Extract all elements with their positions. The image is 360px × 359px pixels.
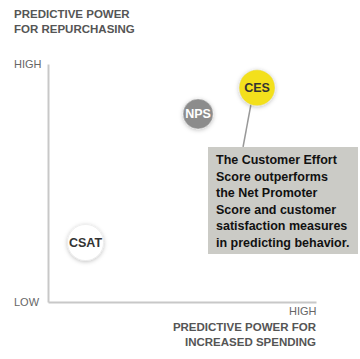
y-tick: HIGH bbox=[14, 58, 48, 70]
point bbox=[183, 99, 213, 129]
point-label: CES bbox=[244, 81, 270, 95]
y-tick-label: LOW bbox=[14, 296, 40, 308]
chart: LOW HIGH HIGH PREDICTIVE POWER FOR REPURCHAS… bbox=[0, 0, 360, 359]
y-axis-line bbox=[48, 65, 50, 303]
point-labels: CSAT NPS CES bbox=[69, 81, 270, 250]
annotation-connector bbox=[243, 104, 251, 147]
y-tick-label: HIGH bbox=[14, 58, 42, 70]
y-axis-title: FOR REPURCHASING bbox=[14, 23, 135, 35]
annotation-text: in predicting behavior. bbox=[216, 236, 349, 250]
x-axis-title: INCREASED SPENDING bbox=[185, 336, 316, 348]
x-axis-title: PREDICTIVE POWER FOR bbox=[173, 321, 317, 333]
annotation-text: Score outperforms bbox=[216, 170, 328, 184]
point-label: CSAT bbox=[69, 236, 102, 250]
x-tick: HIGH bbox=[289, 302, 317, 317]
annotation-text: Score and customer bbox=[216, 203, 336, 217]
annotation-text: The Customer Effort bbox=[216, 153, 338, 167]
point-label: NPS bbox=[185, 107, 211, 121]
point bbox=[239, 70, 275, 106]
y-axis: LOW HIGH bbox=[14, 58, 49, 308]
x-tick-label: HIGH bbox=[289, 305, 317, 317]
points bbox=[68, 70, 276, 261]
point bbox=[68, 225, 104, 261]
x-axis: HIGH bbox=[49, 302, 317, 317]
annotation-text: the Net Promoter bbox=[216, 186, 318, 200]
x-axis-line bbox=[49, 302, 317, 304]
annotation-text: satisfaction measures bbox=[216, 219, 347, 233]
y-axis-title: PREDICTIVE POWER bbox=[14, 8, 130, 20]
y-tick: LOW bbox=[14, 296, 48, 308]
annotation-box bbox=[208, 147, 358, 254]
